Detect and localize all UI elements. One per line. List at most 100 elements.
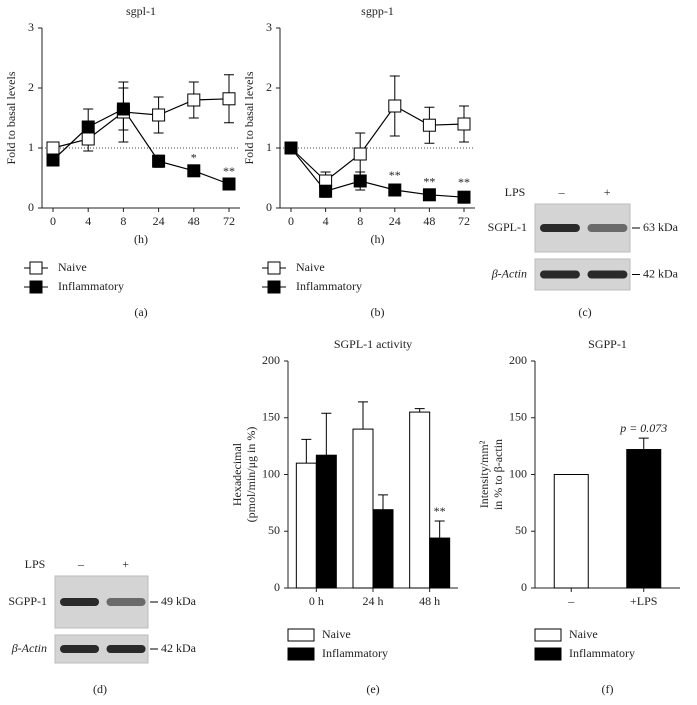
x-tick-label: 48 — [423, 214, 435, 228]
error-bar — [301, 438, 312, 464]
error-bar — [321, 412, 332, 456]
legend-label: Naive — [58, 260, 87, 274]
panel-label: (b) — [371, 305, 385, 319]
series-line — [290, 105, 465, 182]
legend-label: Inflammatory — [322, 646, 388, 660]
data-point — [388, 99, 402, 113]
data-point — [116, 102, 130, 116]
data-point — [353, 174, 367, 188]
chart-title: sgpp-1 — [361, 4, 394, 18]
data-point — [81, 120, 95, 134]
x-tick-label: 8 — [357, 214, 363, 228]
x-tick-label: 24 — [389, 214, 401, 228]
blot-band — [540, 224, 580, 232]
annotation: ** — [423, 175, 435, 189]
x-tick-label: 4 — [323, 214, 329, 228]
blot-band — [106, 598, 146, 606]
y-tick-label: 100 — [262, 466, 280, 480]
x-axis-label: (h) — [134, 232, 148, 246]
bar — [352, 428, 374, 589]
bar — [409, 411, 431, 589]
series-line — [52, 98, 230, 149]
bar — [429, 537, 451, 589]
blot-band — [106, 645, 146, 653]
y-tick-label: 3 — [266, 20, 272, 34]
x-tick-label: 0 h — [309, 594, 324, 608]
error-bar — [638, 437, 649, 450]
panel-label: (f) — [602, 682, 614, 696]
x-tick-label: 24 h — [363, 594, 384, 608]
bar — [315, 454, 337, 589]
data-point — [222, 92, 236, 106]
blot-band — [540, 270, 580, 279]
x-tick-label: 72 — [223, 214, 235, 228]
panel-label: (e) — [366, 682, 379, 696]
data-point — [284, 141, 298, 155]
data-point — [388, 183, 402, 197]
blot-row-label: β-Actin — [11, 641, 47, 655]
legend-swatch — [29, 261, 43, 275]
panel-label: (c) — [578, 305, 591, 319]
legend-swatch — [267, 280, 281, 294]
legend-swatch — [29, 280, 43, 294]
chart-title: SGPP-1 — [588, 337, 627, 351]
blot-band — [60, 598, 100, 606]
x-tick-label: 48 h — [419, 594, 440, 608]
y-tick-label: 50 — [268, 523, 280, 537]
blot-lane-label: + — [604, 185, 611, 199]
y-axis-label: Fold to basal levels — [4, 71, 18, 164]
blot-lane-label: + — [122, 557, 129, 571]
chart-title: sgpl-1 — [126, 4, 156, 18]
y-axis-label: Hexadecimal — [230, 442, 244, 506]
x-tick-label: 0 — [50, 214, 56, 228]
series-line — [52, 108, 230, 185]
legend-label: Inflammatory — [58, 279, 124, 293]
blot-size-label: 42 kDa — [643, 266, 679, 280]
error-bar — [414, 408, 425, 413]
x-tick-label: 8 — [120, 214, 126, 228]
error-bar — [358, 401, 368, 430]
bar — [553, 474, 589, 589]
data-point — [319, 184, 333, 198]
blot-lane-label: – — [558, 185, 566, 199]
annotation: ** — [223, 164, 235, 178]
y-tick-label: 2 — [266, 80, 272, 94]
y-tick-label: 150 — [262, 410, 280, 424]
data-point — [81, 132, 95, 146]
x-tick-label: – — [567, 594, 575, 608]
blot-band — [587, 224, 628, 232]
legend-swatch — [534, 647, 562, 661]
blot-condition: LPS — [25, 557, 46, 571]
blot-condition: LPS — [505, 185, 526, 199]
annotation: * — [191, 151, 197, 165]
blot-size-label: 49 kDa — [161, 594, 197, 608]
x-axis-label: (h) — [371, 232, 385, 246]
legend-label: Naive — [296, 260, 325, 274]
y-tick-label: 100 — [509, 466, 527, 480]
panel-label: (d) — [93, 682, 107, 696]
blot-lane-label: – — [77, 557, 85, 571]
x-tick-label: 72 — [458, 214, 470, 228]
blot-row-label: β-Actin — [491, 266, 527, 280]
y-axis-label: (pmol/min/μg in %) — [244, 427, 258, 523]
legend-label: Inflammatory — [296, 279, 362, 293]
y-tick-label: 150 — [509, 410, 527, 424]
y-tick-label: 3 — [28, 20, 34, 34]
x-tick-label: 0 — [288, 214, 294, 228]
y-tick-label: 0 — [28, 200, 34, 214]
legend-label: Inflammatory — [569, 646, 635, 660]
data-point — [457, 117, 471, 131]
data-point — [353, 147, 367, 161]
annotation: ** — [458, 175, 470, 189]
blot-row-label: SGPP-1 — [8, 594, 47, 608]
data-point — [422, 118, 436, 132]
panel-label: (a) — [134, 305, 147, 319]
blot-band — [587, 270, 628, 279]
data-point — [152, 154, 166, 168]
blot-size-label: 42 kDa — [161, 641, 197, 655]
annotation: ** — [389, 168, 401, 182]
y-axis-label: Fold to basal levels — [242, 71, 256, 164]
y-axis-label: in % to β-actin — [491, 439, 505, 510]
data-point — [152, 108, 166, 122]
